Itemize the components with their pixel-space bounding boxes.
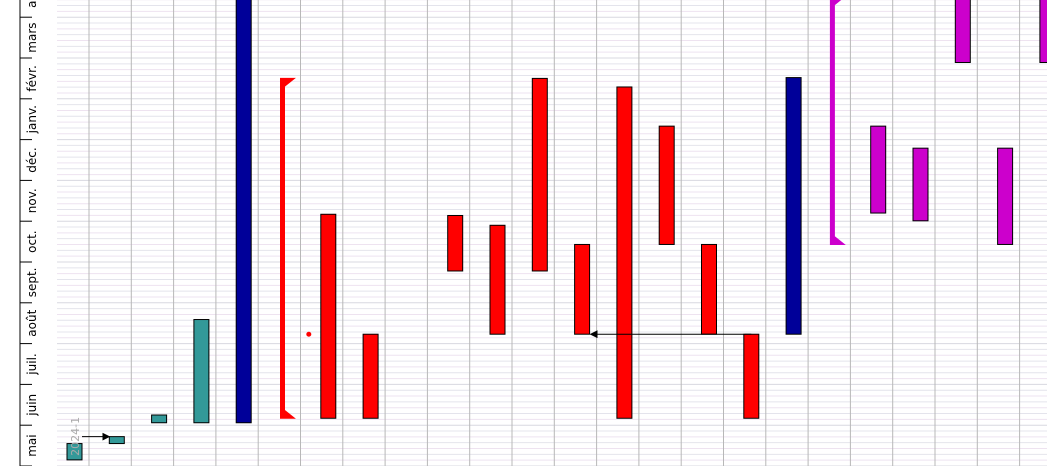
month-label: sept. xyxy=(25,268,39,298)
task-bar[interactable] xyxy=(658,125,675,245)
month-label: mars xyxy=(25,22,39,52)
month-label: déc. xyxy=(25,147,39,172)
task-bar[interactable] xyxy=(1039,0,1047,63)
summary-bracket[interactable] xyxy=(829,0,846,245)
grid xyxy=(57,0,1047,466)
task-bar[interactable] xyxy=(320,213,337,419)
month-label: mai xyxy=(25,434,39,456)
task-bar[interactable] xyxy=(108,436,125,445)
task-bar[interactable] xyxy=(701,243,717,335)
task-label: 2024-1 xyxy=(69,417,82,456)
task-bar[interactable] xyxy=(912,147,929,222)
month-label: oct. xyxy=(25,230,39,252)
month-label: août xyxy=(25,309,39,336)
milestone-dot xyxy=(306,331,312,337)
month-label: avr. xyxy=(25,0,39,8)
task-bar[interactable] xyxy=(193,319,210,424)
summary-bracket[interactable] xyxy=(280,77,296,419)
task-bar[interactable] xyxy=(743,333,760,419)
task-bar[interactable] xyxy=(954,0,971,63)
task-bar[interactable] xyxy=(489,224,506,335)
task-bar[interactable] xyxy=(785,77,802,335)
month-label: janv. xyxy=(25,105,39,134)
time-axis: mai juin juil. août sept. oct. nov. déc. janv. fé… xyxy=(19,0,39,466)
task-bar[interactable] xyxy=(447,214,464,272)
dependency-arrows xyxy=(82,330,752,441)
month-label: nov. xyxy=(25,188,39,213)
month-label: févr. xyxy=(25,65,39,91)
task-bar[interactable] xyxy=(66,443,83,461)
task-bar[interactable] xyxy=(531,77,548,272)
task-bar[interactable] xyxy=(616,86,633,419)
task-bar[interactable] xyxy=(870,125,887,214)
task-bar[interactable] xyxy=(574,243,591,335)
task-bar[interactable] xyxy=(235,0,252,424)
task-bar[interactable] xyxy=(151,414,168,424)
month-label: juil. xyxy=(25,353,39,375)
task-bar[interactable] xyxy=(362,333,379,419)
task-bar[interactable] xyxy=(997,147,1014,245)
month-label: juin xyxy=(25,394,39,417)
